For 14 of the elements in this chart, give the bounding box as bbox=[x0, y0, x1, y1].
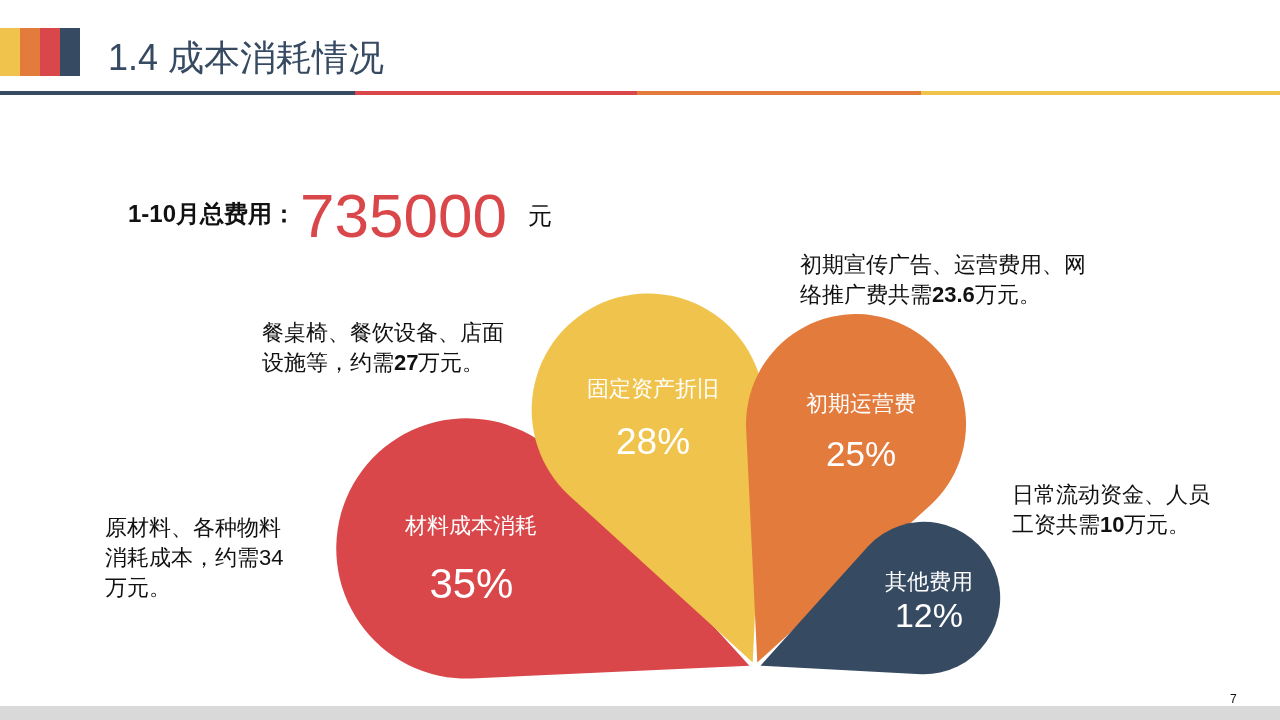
data-label: 35% bbox=[429, 559, 514, 607]
data-label: 25% bbox=[826, 433, 897, 473]
text: 原材料、各种物料消耗成本，约需34万元。 bbox=[105, 514, 285, 602]
text: 1.4 成本消耗情况 bbox=[108, 36, 385, 80]
category-label: 其他费用 bbox=[884, 568, 973, 594]
text: 餐桌椅、餐饮设备、店面设施等，约需27万元。 bbox=[262, 319, 505, 377]
text: 初期宣传广告、运营费用、网络推广费共需23.6万元。 bbox=[800, 251, 1087, 309]
text: 7 bbox=[1230, 692, 1238, 706]
category-label: 固定资产折旧 bbox=[587, 375, 720, 401]
data-label: 12% bbox=[894, 595, 964, 634]
data-label: 28% bbox=[616, 421, 691, 463]
category-label: 初期运营费 bbox=[806, 390, 917, 416]
text: 日常流动资金、人员工资共需10万元。 bbox=[1012, 481, 1211, 539]
category-label: 材料成本消耗 bbox=[404, 512, 538, 538]
